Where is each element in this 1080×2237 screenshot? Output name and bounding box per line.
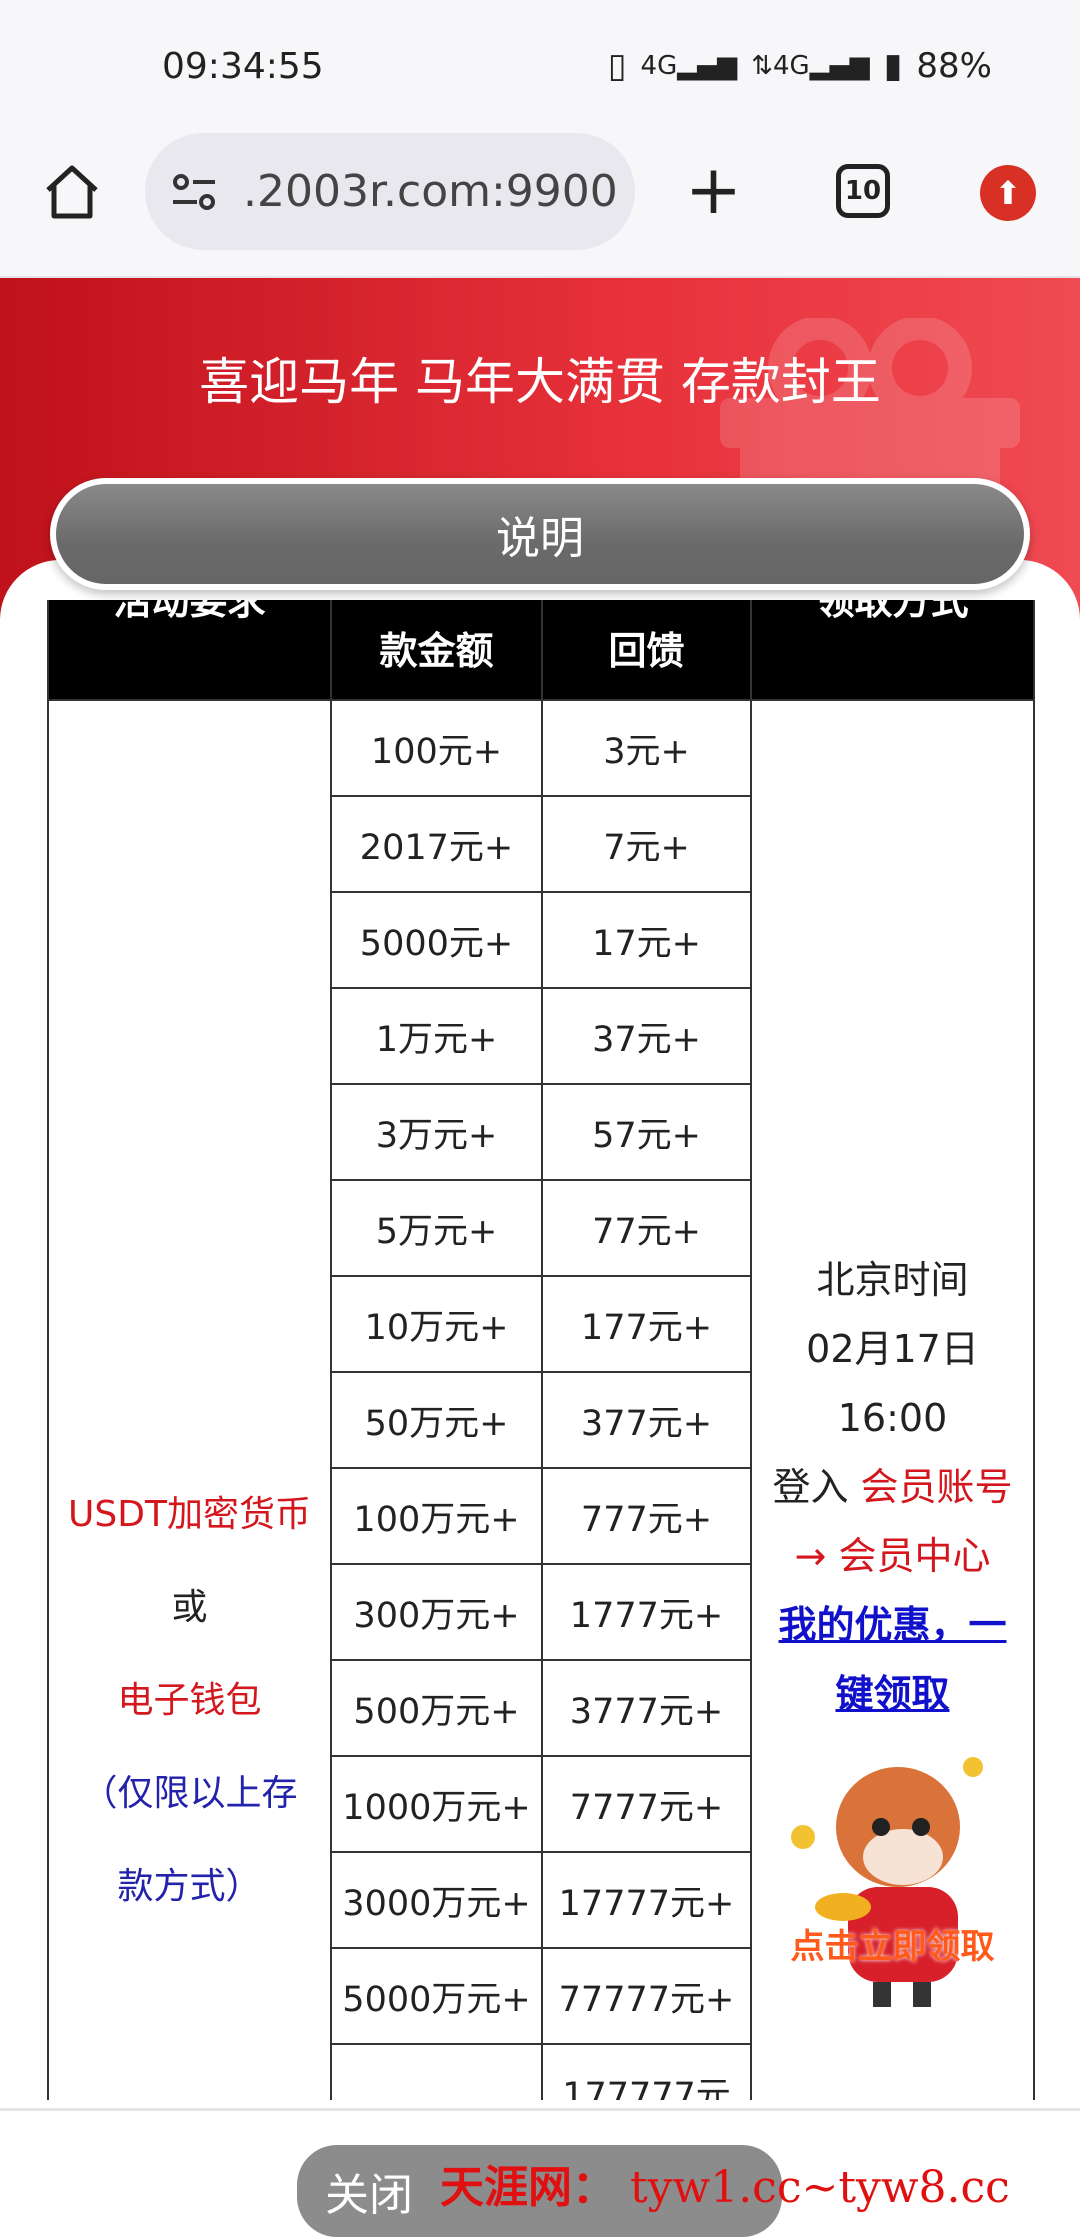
reward-cell: 77元+ <box>541 1179 752 1277</box>
battery-level: 88% <box>916 46 992 86</box>
amount-cell: 500万元+ <box>330 1659 543 1757</box>
req-note-2: 款方式） <box>117 1865 262 1907</box>
reward-cell: 17元+ <box>541 891 752 989</box>
url-text: .2003r.com:9900 <box>243 166 618 217</box>
table-row: 177777元 <box>48 2043 1034 2100</box>
table-row: USDT加密货币或电子钱包 （仅限以上存 款方式） 100元+ 3元+ 北京时间 02月17… <box>47 699 1035 2100</box>
header-requirement: 活动要求 <box>47 600 332 701</box>
claim-login: 登入 会员账号 <box>772 1465 1013 1509</box>
table-row: 3万元+ 57元+ <box>48 1083 1034 1181</box>
amount-cell: 100万元+ <box>330 1467 543 1565</box>
table-row: 3000万元+ 17777元+ <box>48 1851 1034 1949</box>
table-row: 50万元+ 377元+ <box>48 1371 1034 1469</box>
reward-cell: 177777元 <box>541 2043 752 2100</box>
amount-cell: 2017元+ <box>330 795 543 893</box>
bottom-bar: 关闭 天涯网： tyw1.cc~tyw8.cc <box>0 2108 1080 2237</box>
promo-table-scroll[interactable]: 活动要求 款金额 回馈 领取方式 USDT加密货币或电子钱包 （仅限以上存 款方式）… <box>0 600 1080 2100</box>
signal-icon: 4G▂▄▆ <box>640 51 738 81</box>
reward-cell: 17777元+ <box>541 1851 752 1949</box>
clock: 09:34:55 <box>162 46 324 87</box>
amount-cell: 3万元+ <box>330 1083 543 1181</box>
amount-cell: 5万元+ <box>330 1179 543 1277</box>
table-row: 500万元+ 3777元+ <box>48 1659 1034 1757</box>
table-row: 300万元+ 1777元+ <box>48 1563 1034 1661</box>
reward-cell: 7元+ <box>541 795 752 893</box>
amount-cell: 100元+ <box>330 699 543 797</box>
horse-mascot-icon <box>790 1757 983 2007</box>
reward-cell: 177元+ <box>541 1275 752 1373</box>
table-row: 5000元+ 17元+ <box>48 891 1034 989</box>
req-usdt: USDT加密货币 <box>68 1493 311 1535</box>
explain-button[interactable]: 说明 <box>50 478 1030 590</box>
reward-cell: 1777元+ <box>541 1563 752 1661</box>
amount-cell: 1万元+ <box>330 987 543 1085</box>
header-claim: 领取方式 <box>750 600 1035 701</box>
vibrate-icon: ▯ <box>607 46 627 86</box>
amount-cell: 5000万元+ <box>330 1947 543 2045</box>
update-icon[interactable]: ⬆ <box>980 165 1036 221</box>
reward-cell: 3777元+ <box>541 1659 752 1757</box>
claim-cell: 北京时间 02月17日 16:00 登入 会员账号 → 会员中心 我的优惠，一 键领取点击立… <box>750 699 1035 2100</box>
reward-cell: 377元+ <box>541 1371 752 1469</box>
browser-toolbar: .2003r.com:9900 + 10 ⬆ <box>0 120 1080 278</box>
reward-cell: 777元+ <box>541 1467 752 1565</box>
req-ewallet: 电子钱包 <box>117 1679 262 1721</box>
amount-cell: 300万元+ <box>330 1563 543 1661</box>
amount-cell: 50万元+ <box>330 1371 543 1469</box>
new-tab-icon[interactable]: + <box>685 151 742 230</box>
promo-table: 活动要求 款金额 回馈 领取方式 USDT加密货币或电子钱包 （仅限以上存 款方式）… <box>47 600 1035 2100</box>
status-bar: 09:34:55 ▯ 4G▂▄▆ ⇅4G▂▄▆ ▮ 88% <box>0 0 1080 120</box>
table-row: 5万元+ 77元+ <box>48 1179 1034 1277</box>
reward-cell: 57元+ <box>541 1083 752 1181</box>
table-row: 100万元+ 777元+ <box>48 1467 1034 1565</box>
status-icons: ▯ 4G▂▄▆ ⇅4G▂▄▆ ▮ 88% <box>608 46 992 86</box>
watermark: 天涯网： tyw1.cc~tyw8.cc <box>440 2162 1010 2213</box>
battery-icon: ▮ <box>883 46 903 86</box>
reward-cell: 3元+ <box>541 699 752 797</box>
claim-link[interactable]: 键领取 <box>835 1672 950 1716</box>
table-row: 2017元+ 7元+ <box>48 795 1034 893</box>
site-settings-icon[interactable] <box>169 172 219 212</box>
reward-cell: 77777元+ <box>541 1947 752 2045</box>
table-row: 1000万元+ 7777元+ <box>48 1755 1034 1853</box>
amount-cell: 3000万元+ <box>330 1851 543 1949</box>
table-row: 1万元+ 37元+ <box>48 987 1034 1085</box>
reward-cell: 7777元+ <box>541 1755 752 1853</box>
claim-now-text: 点击立即领取 <box>790 1927 995 1967</box>
header-amount: 款金额 <box>330 600 543 701</box>
amount-cell: 1000万元+ <box>330 1755 543 1853</box>
req-note: （仅限以上存 <box>81 1772 298 1814</box>
claim-now-image[interactable]: 点击立即领取 <box>763 1747 1023 2017</box>
claim-center: → 会员中心 <box>794 1534 991 1578</box>
table-row: 10万元+ 177元+ <box>48 1275 1034 1373</box>
banner-title: 喜迎马年 马年大满贯 存款封王 <box>199 353 881 411</box>
signal-icon-2: ⇅4G▂▄▆ <box>751 51 870 81</box>
tab-switcher-button[interactable]: 10 <box>836 164 890 218</box>
header-reward: 回馈 <box>541 600 752 701</box>
address-bar[interactable]: .2003r.com:9900 <box>145 133 635 250</box>
amount-cell: 10万元+ <box>330 1275 543 1373</box>
requirement-cell: USDT加密货币或电子钱包 （仅限以上存 款方式） <box>47 699 332 2100</box>
amount-cell: 5000元+ <box>330 891 543 989</box>
my-offers-link[interactable]: 我的优惠，一 <box>778 1603 1007 1647</box>
claim-date: 02月17日 <box>806 1327 979 1371</box>
close-button[interactable]: 关闭 <box>297 2145 782 2237</box>
reward-cell: 37元+ <box>541 987 752 1085</box>
claim-time-label: 北京时间 <box>816 1258 969 1302</box>
table-row: 5000万元+ 77777元+ <box>48 1947 1034 2045</box>
home-icon[interactable] <box>40 160 104 224</box>
req-or: 或 <box>171 1586 208 1628</box>
claim-time: 16:00 <box>837 1396 948 1440</box>
amount-cell <box>330 2043 543 2100</box>
